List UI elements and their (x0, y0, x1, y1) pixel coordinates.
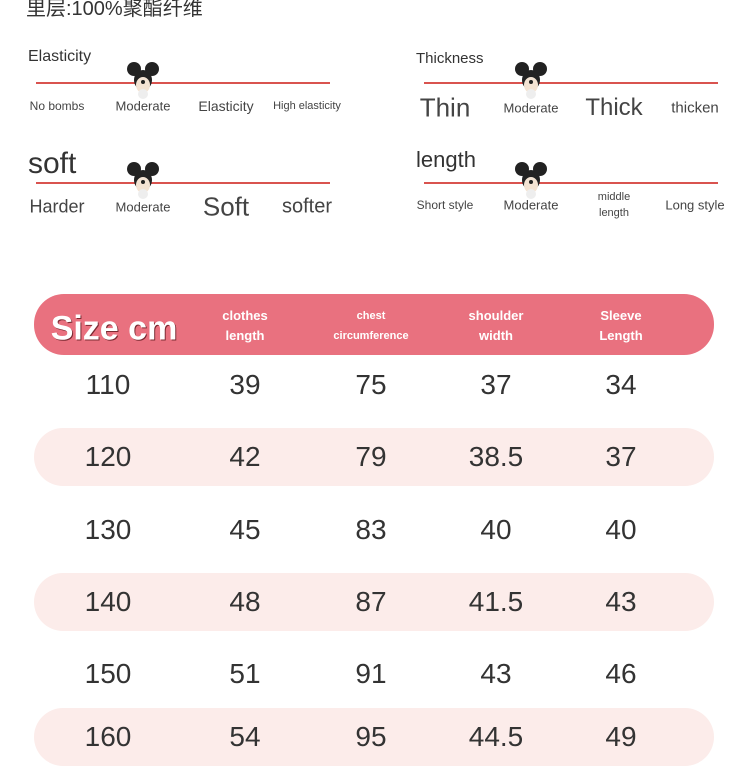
table-cell: 38.5 (468, 441, 524, 472)
fabric-note: 里层:100%聚酯纤维 (26, 0, 203, 20)
table-cell: 130 (84, 514, 132, 545)
table-cell: 42 (229, 441, 261, 472)
column-header: clothes length (222, 308, 268, 343)
row-band (34, 428, 714, 486)
table-cell: 43 (605, 586, 637, 617)
scale-level: thicken (671, 99, 719, 117)
table-cell: 120 (84, 441, 132, 472)
scale-title: Thickness (416, 50, 484, 67)
table-cell: 51 (229, 658, 261, 689)
scale-level: Thin (419, 92, 471, 123)
scale-title: Elasticity (28, 48, 92, 66)
table-cell: 41.5 (468, 586, 524, 617)
table-cell: 45 (229, 514, 261, 545)
table-cell: 49 (605, 721, 637, 752)
scale-level: High elasticity (273, 100, 341, 112)
column-header: Sleeve Length (599, 308, 643, 343)
scale-level: Moderate (503, 100, 559, 116)
table-cell: 150 (84, 658, 132, 689)
table-cell: 46 (605, 658, 637, 689)
scale-level: Harder (29, 196, 85, 217)
table-cell: 43 (480, 658, 512, 689)
table-cell: 79 (355, 441, 387, 472)
table-cell: 34 (605, 369, 637, 400)
table-cell: 39 (229, 369, 261, 400)
table-header (34, 294, 714, 355)
column-header: shoulder width (468, 308, 524, 343)
table-cell: 160 (84, 721, 132, 752)
indicator-icon (127, 62, 159, 99)
scale-level: softer (281, 195, 333, 218)
scale-level: middle length (597, 191, 631, 219)
scale-line (424, 182, 718, 184)
table-cell: 37 (480, 369, 512, 400)
scale-level: No bombs (29, 99, 85, 113)
table-cell: 91 (355, 658, 387, 689)
scale-level: Long style (665, 197, 725, 213)
table-cell: 110 (85, 369, 131, 400)
size-header: Size cm (50, 309, 178, 348)
scale-level: Soft (202, 191, 250, 222)
scale-line (424, 82, 718, 84)
scale-line (36, 82, 330, 84)
indicator-icon (515, 62, 547, 99)
scale-level: Moderate (115, 98, 171, 114)
table-cell: 75 (355, 369, 387, 400)
table-cell: 87 (355, 586, 387, 617)
table-cell: 37 (605, 441, 637, 472)
row-band (34, 708, 714, 766)
table-cell: 44.5 (468, 721, 524, 752)
table-cell: 40 (605, 514, 637, 545)
column-header: chest circumference (333, 310, 409, 342)
table-cell: 48 (229, 586, 261, 617)
scale-level: Moderate (115, 199, 171, 215)
indicator-icon (515, 162, 547, 199)
scale-line (36, 182, 330, 184)
scale-level: Elasticity (198, 98, 254, 114)
table-cell: 140 (84, 586, 132, 617)
table-cell: 40 (480, 514, 512, 545)
indicator-icon (127, 162, 159, 199)
row-band (34, 573, 714, 631)
scale-level: Thick (585, 94, 643, 121)
scale-level: Moderate (503, 197, 559, 213)
scale-title: soft (28, 147, 77, 180)
scale-title: length (416, 146, 476, 172)
table-cell: 95 (355, 721, 387, 752)
scale-level: Short style (416, 198, 474, 212)
table-cell: 83 (355, 514, 387, 545)
table-cell: 54 (229, 721, 261, 752)
